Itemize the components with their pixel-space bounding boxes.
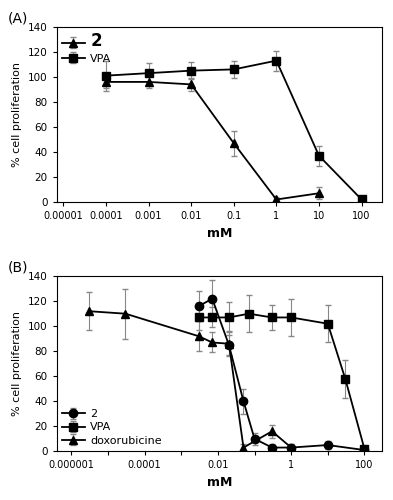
Legend: 2, VPA, doxorubicine: 2, VPA, doxorubicine bbox=[60, 407, 164, 448]
Y-axis label: % cell proliferation: % cell proliferation bbox=[13, 62, 22, 167]
X-axis label: mM: mM bbox=[207, 226, 232, 239]
Text: (A): (A) bbox=[8, 11, 28, 25]
X-axis label: mM: mM bbox=[207, 476, 232, 489]
Text: (B): (B) bbox=[8, 260, 29, 274]
Y-axis label: % cell proliferation: % cell proliferation bbox=[13, 311, 22, 416]
Legend: 2, VPA: 2, VPA bbox=[60, 30, 114, 66]
